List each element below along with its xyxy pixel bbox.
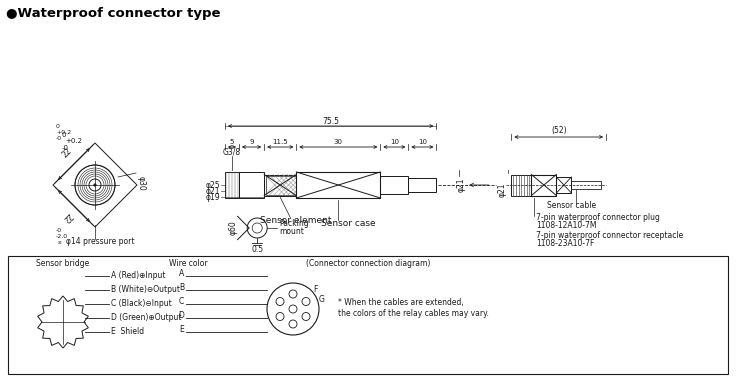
Text: 0: 0 xyxy=(62,132,66,138)
Bar xyxy=(266,176,297,195)
Text: φ21: φ21 xyxy=(457,178,466,192)
Text: 10: 10 xyxy=(390,139,399,145)
Text: -0: -0 xyxy=(56,136,62,141)
Text: C: C xyxy=(179,296,184,306)
Text: (Connector connection diagram): (Connector connection diagram) xyxy=(305,258,430,268)
Text: 0.5: 0.5 xyxy=(251,245,263,255)
Text: F: F xyxy=(313,285,317,293)
Polygon shape xyxy=(38,296,89,348)
Text: x: x xyxy=(58,241,62,245)
Text: mount: mount xyxy=(279,226,304,236)
Polygon shape xyxy=(53,143,137,227)
Text: 1108-23A10-7F: 1108-23A10-7F xyxy=(536,239,595,248)
Text: (52): (52) xyxy=(551,125,566,135)
Text: the colors of the relay cables may vary.: the colors of the relay cables may vary. xyxy=(338,309,489,318)
Bar xyxy=(381,176,408,194)
Text: φ60: φ60 xyxy=(228,221,237,235)
Text: 22: 22 xyxy=(60,146,74,160)
Bar xyxy=(557,177,571,193)
Text: 0: 0 xyxy=(56,125,60,130)
Bar xyxy=(8,256,728,374)
Text: ●Waterproof connector type: ●Waterproof connector type xyxy=(6,7,221,20)
Text: 7-pin waterproof connector plug: 7-pin waterproof connector plug xyxy=(536,213,660,222)
Bar xyxy=(408,178,437,192)
Text: 75.5: 75.5 xyxy=(322,117,339,127)
Text: +0.2: +0.2 xyxy=(56,130,71,136)
Text: φ25: φ25 xyxy=(206,180,220,190)
Text: E  Shield: E Shield xyxy=(111,328,144,337)
Text: B (White)⊖Output: B (White)⊖Output xyxy=(111,285,180,294)
Text: A: A xyxy=(179,269,184,277)
Text: 9: 9 xyxy=(250,139,254,145)
Text: φ19: φ19 xyxy=(206,193,220,201)
Text: A (Red)⊕Input: A (Red)⊕Input xyxy=(111,271,165,280)
Text: Packing: Packing xyxy=(279,218,309,228)
Circle shape xyxy=(267,283,319,335)
Text: Sensor bridge: Sensor bridge xyxy=(37,258,89,268)
Text: -2.0: -2.0 xyxy=(56,234,68,239)
Bar xyxy=(264,174,297,195)
Text: 7-pin waterproof connector receptacle: 7-pin waterproof connector receptacle xyxy=(536,231,684,240)
Text: +0.2: +0.2 xyxy=(65,138,82,144)
Text: G3/8: G3/8 xyxy=(223,147,241,157)
Bar xyxy=(571,181,601,189)
Text: 1108-12A10-7M: 1108-12A10-7M xyxy=(536,221,597,230)
Circle shape xyxy=(94,184,96,186)
Text: -0: -0 xyxy=(56,228,62,233)
Text: D: D xyxy=(178,310,184,320)
Text: E: E xyxy=(180,325,184,334)
Text: Sensor case: Sensor case xyxy=(321,218,375,228)
Text: 10: 10 xyxy=(418,139,427,145)
Text: D (Green)⊕Output: D (Green)⊕Output xyxy=(111,314,182,323)
Text: 30: 30 xyxy=(334,139,343,145)
Text: B: B xyxy=(179,282,184,291)
Text: φ21: φ21 xyxy=(498,183,507,197)
Bar xyxy=(511,174,531,195)
Text: Sensor element: Sensor element xyxy=(259,216,331,225)
Text: G: G xyxy=(319,294,325,304)
Text: 11.5: 11.5 xyxy=(273,139,288,145)
Bar xyxy=(531,174,557,195)
Text: φ14 pressure port: φ14 pressure port xyxy=(66,238,134,247)
Text: Wire color: Wire color xyxy=(168,258,207,268)
Text: φ30: φ30 xyxy=(137,176,146,190)
Bar xyxy=(297,172,381,198)
Text: * When the cables are extended,: * When the cables are extended, xyxy=(338,298,463,307)
Text: 22: 22 xyxy=(60,211,74,223)
Text: Sensor cable: Sensor cable xyxy=(548,201,597,210)
Text: 5: 5 xyxy=(229,139,234,145)
Bar xyxy=(239,172,264,198)
Text: φ21: φ21 xyxy=(206,187,220,195)
Bar xyxy=(225,172,239,198)
Text: C (Black)⊖Input: C (Black)⊖Input xyxy=(111,299,172,309)
Text: -0: -0 xyxy=(62,145,69,151)
